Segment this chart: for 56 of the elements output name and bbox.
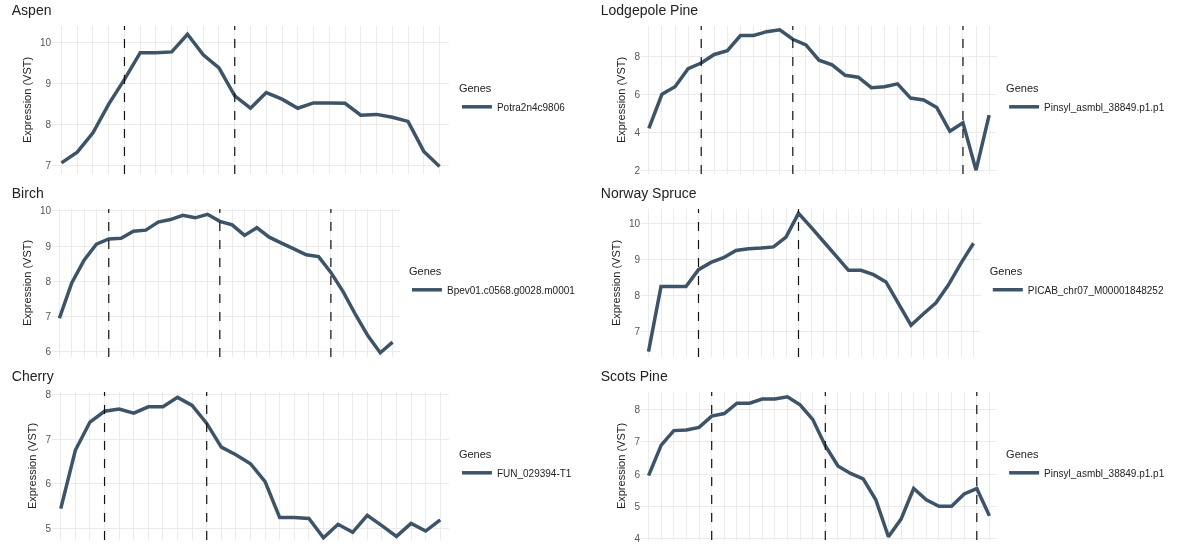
y-tick-label: 5 (634, 500, 641, 512)
y-tick-label: 10 (39, 205, 52, 217)
line-series (646, 211, 976, 354)
legend-label: Potra2n4c9806 (496, 101, 566, 113)
legend-title: Genes (1006, 82, 1040, 95)
legend-title: Genes (458, 82, 492, 95)
y-tick-label: 4 (634, 532, 641, 544)
legend-label: Pinsyl_asmbl_38849.p1.p1 (1044, 101, 1165, 113)
chart-title: Lodgepole Pine (600, 2, 699, 19)
y-tick-label: 8 (634, 290, 641, 302)
line-series (57, 212, 395, 355)
legend-title: Genes (408, 265, 442, 278)
legend-title: Genes (1006, 448, 1040, 461)
y-tick-label: 6 (45, 478, 52, 490)
y-tick-label: 2 (634, 164, 641, 176)
legend-label: PICAB_chr07_M00001848252 (1027, 284, 1164, 296)
line-series (59, 32, 442, 169)
y-axis-title: Expression (VST) (26, 422, 39, 510)
y-tick-label: 9 (634, 254, 641, 266)
y-tick-label: 6 (634, 88, 641, 100)
y-tick-label: 10 (39, 36, 52, 48)
y-tick-label: 8 (45, 119, 52, 131)
y-axis-title: Expression (VST) (615, 422, 628, 510)
y-tick-label: 4 (634, 126, 641, 138)
y-tick-label: 10 (628, 217, 641, 229)
legend-label: Pinsyl_asmbl_38849.p1.p1 (1044, 467, 1165, 479)
legend-title: Genes (458, 448, 492, 461)
line-series (646, 395, 992, 539)
y-tick-label: 6 (45, 346, 52, 358)
line-series (647, 28, 991, 172)
y-tick-label: 6 (634, 468, 641, 480)
chart-title: Cherry (11, 368, 54, 385)
y-tick-label: 8 (45, 275, 52, 287)
y-tick-label: 7 (45, 310, 52, 322)
chart-title: Norway Spruce (600, 185, 697, 202)
legend-label: Bpev01.c0568.g0028.m0001 (446, 284, 576, 296)
legend-title: Genes (989, 265, 1023, 278)
y-tick-label: 7 (45, 160, 52, 172)
y-tick-label: 7 (45, 433, 52, 445)
y-tick-label: 9 (45, 240, 52, 252)
legend-label: FUN_029394-T1 (496, 467, 572, 479)
y-axis-title: Expression (VST) (20, 56, 33, 144)
line-series (59, 395, 442, 540)
y-tick-label: 9 (45, 78, 52, 90)
chart-title: Aspen (11, 2, 52, 19)
chart-title: Scots Pine (600, 368, 668, 385)
y-tick-label: 8 (45, 388, 52, 400)
y-tick-label: 5 (45, 523, 52, 535)
y-tick-label: 7 (634, 436, 641, 448)
y-axis-title: Expression (VST) (615, 56, 628, 144)
y-tick-label: 8 (634, 404, 641, 416)
y-tick-label: 8 (634, 50, 641, 62)
chart-title: Birch (11, 185, 44, 202)
y-tick-label: 7 (634, 326, 641, 338)
y-axis-title: Expression (VST) (20, 239, 33, 327)
y-axis-title: Expression (VST) (609, 239, 622, 327)
